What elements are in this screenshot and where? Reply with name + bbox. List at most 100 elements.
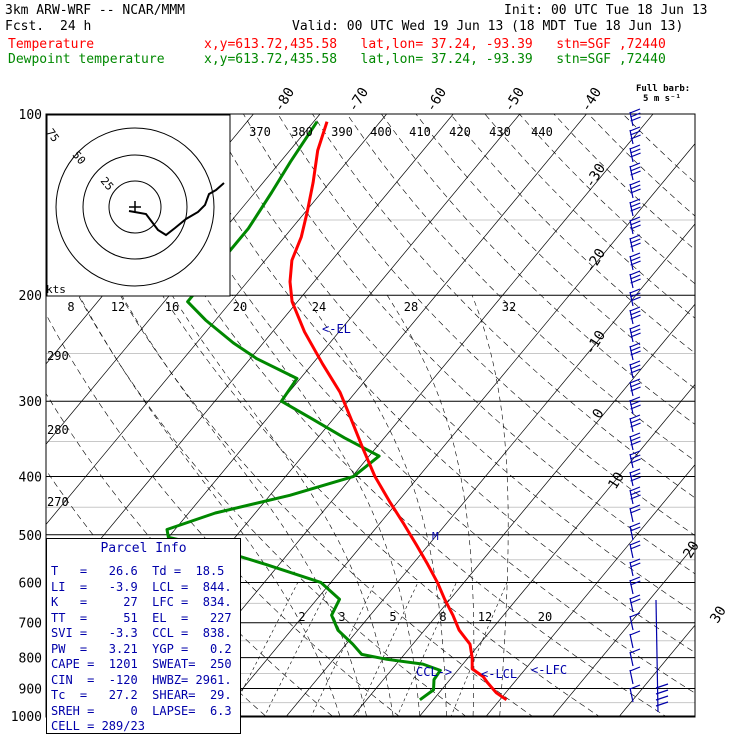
dry-adiabat-label: 280 [47, 423, 69, 437]
dry-adiabat [381, 114, 695, 425]
dry-adiabat [622, 114, 695, 184]
wind-barb [629, 525, 634, 541]
wind-barb-flag [630, 364, 641, 370]
lcl-annotation: <-LCL [481, 667, 517, 681]
dry-adiabat [312, 114, 695, 499]
hodograph-trace [128, 182, 225, 237]
wind-barb-flag [630, 404, 641, 410]
mixing-ratio-line [355, 582, 419, 717]
wind-barb [629, 507, 634, 523]
wind-barb-flag [630, 346, 641, 352]
wind-barb-flag [629, 270, 641, 276]
parcel-info-rows: T = 26.6 Td = 18.5 LI = -3.9 LCL = 844. K … [47, 564, 240, 735]
init-time: Init: 00 UTC Tue 18 Jun 13 [504, 3, 708, 18]
wind-barb [629, 255, 634, 271]
wind-barb-flag [630, 202, 641, 208]
pressure-tick-label: 200 [19, 289, 42, 304]
wind-barb-flag [630, 152, 641, 158]
wind-barb-flag [630, 224, 641, 230]
moist-adiabat-label: 20 [233, 300, 247, 314]
wind-barb-flag [629, 198, 641, 204]
moist-adiabat-label: 16 [165, 300, 179, 314]
wind-barb-flag [629, 648, 641, 654]
isotherm-label: 10 [605, 469, 628, 492]
wind-barb [629, 633, 634, 649]
dry-adiabat [415, 114, 695, 389]
mixing-ratio-line [450, 582, 508, 717]
barb-note-line2: 5 m s⁻¹ [643, 94, 681, 104]
pressure-tick-label: 500 [19, 529, 42, 544]
wind-barb-flag [630, 386, 641, 392]
moist-adiabat [471, 295, 509, 717]
moist-adiabat [303, 295, 447, 716]
wind-barb-flag [630, 310, 641, 316]
wind-barb [629, 543, 634, 559]
wind-barb-flag [630, 422, 641, 428]
wind-barb-flag [630, 418, 641, 424]
wind-barb-flag [630, 508, 641, 514]
wind-barb [629, 435, 634, 451]
wind-barb [629, 183, 634, 199]
wind-barb [629, 471, 634, 487]
dewpoint-location: x,y=613.72,435.58 lat,lon= 37.24, -93.39… [204, 52, 666, 67]
mixing-ratio-label: 2 [298, 610, 305, 624]
hodograph-ring [82, 154, 188, 260]
wind-barb-flag [629, 108, 641, 114]
isotherm-label: 0 [590, 406, 608, 422]
wind-barb [629, 273, 634, 289]
wind-barb [629, 327, 634, 343]
wind-barb-flag [629, 396, 641, 402]
mixing-ratio-label: 5 [389, 610, 396, 624]
parcel-row: CIN = -120 HWBZ= 2961. [51, 672, 232, 687]
plot-frame [45, 113, 696, 718]
theta-label: 410 [409, 125, 431, 139]
ccl-annotation: CCL-> [416, 665, 452, 679]
temperature-location: x,y=613.72,435.58 lat,lon= 37.24, -93.39… [204, 37, 666, 52]
parcel-row: T = 26.6 Td = 18.5 [51, 564, 225, 578]
isotherm-line [485, 464, 695, 717]
wind-barb-flag [630, 454, 641, 460]
wind-barb-flag [629, 144, 641, 150]
mixing-ratio-label: 8 [439, 610, 446, 624]
wind-barb-flag [629, 180, 641, 186]
wind-barb [629, 147, 634, 163]
pressure-tick-label: 700 [19, 617, 42, 632]
wind-barb-flag [630, 278, 641, 284]
moist-adiabat [171, 295, 394, 717]
wind-barb-flag [630, 562, 641, 568]
wind-barb-flag [630, 440, 641, 446]
wind-barb-flag [630, 436, 641, 442]
wind-barb-flag [630, 458, 641, 464]
pressure-tick-label: 800 [19, 652, 42, 667]
isotherm-label: -50 [501, 85, 528, 115]
wind-barb [629, 489, 634, 505]
moist-adiabat-label: 32 [502, 300, 516, 314]
wind-barb [629, 129, 634, 145]
lfc-annotation: <-LFC [531, 663, 567, 677]
isotherm-line [618, 624, 695, 717]
parcel-marker: M [432, 530, 439, 543]
wind-barb-flag [630, 260, 641, 266]
moist-adiabat-label: 8 [67, 300, 74, 314]
parcel-row: PW = 3.21 YGP = 0.2 [51, 641, 232, 656]
wind-barb-flag [629, 162, 641, 168]
wind-barb-flag [629, 576, 641, 582]
hodograph-ring [55, 127, 215, 287]
wind-barb-flag [629, 414, 641, 420]
wind-barb-flag [629, 540, 641, 546]
wind-barb-flag [630, 116, 641, 122]
wind-barb-flag [630, 170, 641, 176]
isotherm-line [351, 303, 695, 717]
wind-barb-flag [630, 368, 641, 374]
theta-label: 420 [449, 125, 471, 139]
theta-label: 400 [370, 125, 392, 139]
wind-barb-flag [630, 184, 641, 190]
dry-adiabat [553, 114, 695, 251]
wind-barb-flag [629, 288, 641, 294]
model-title: 3km ARW-WRF -- NCAR/MMM [5, 3, 186, 18]
pressure-tick-label: 600 [19, 576, 42, 591]
wind-barb-flag [630, 314, 641, 320]
mixing-ratio-label: 20 [538, 610, 552, 624]
